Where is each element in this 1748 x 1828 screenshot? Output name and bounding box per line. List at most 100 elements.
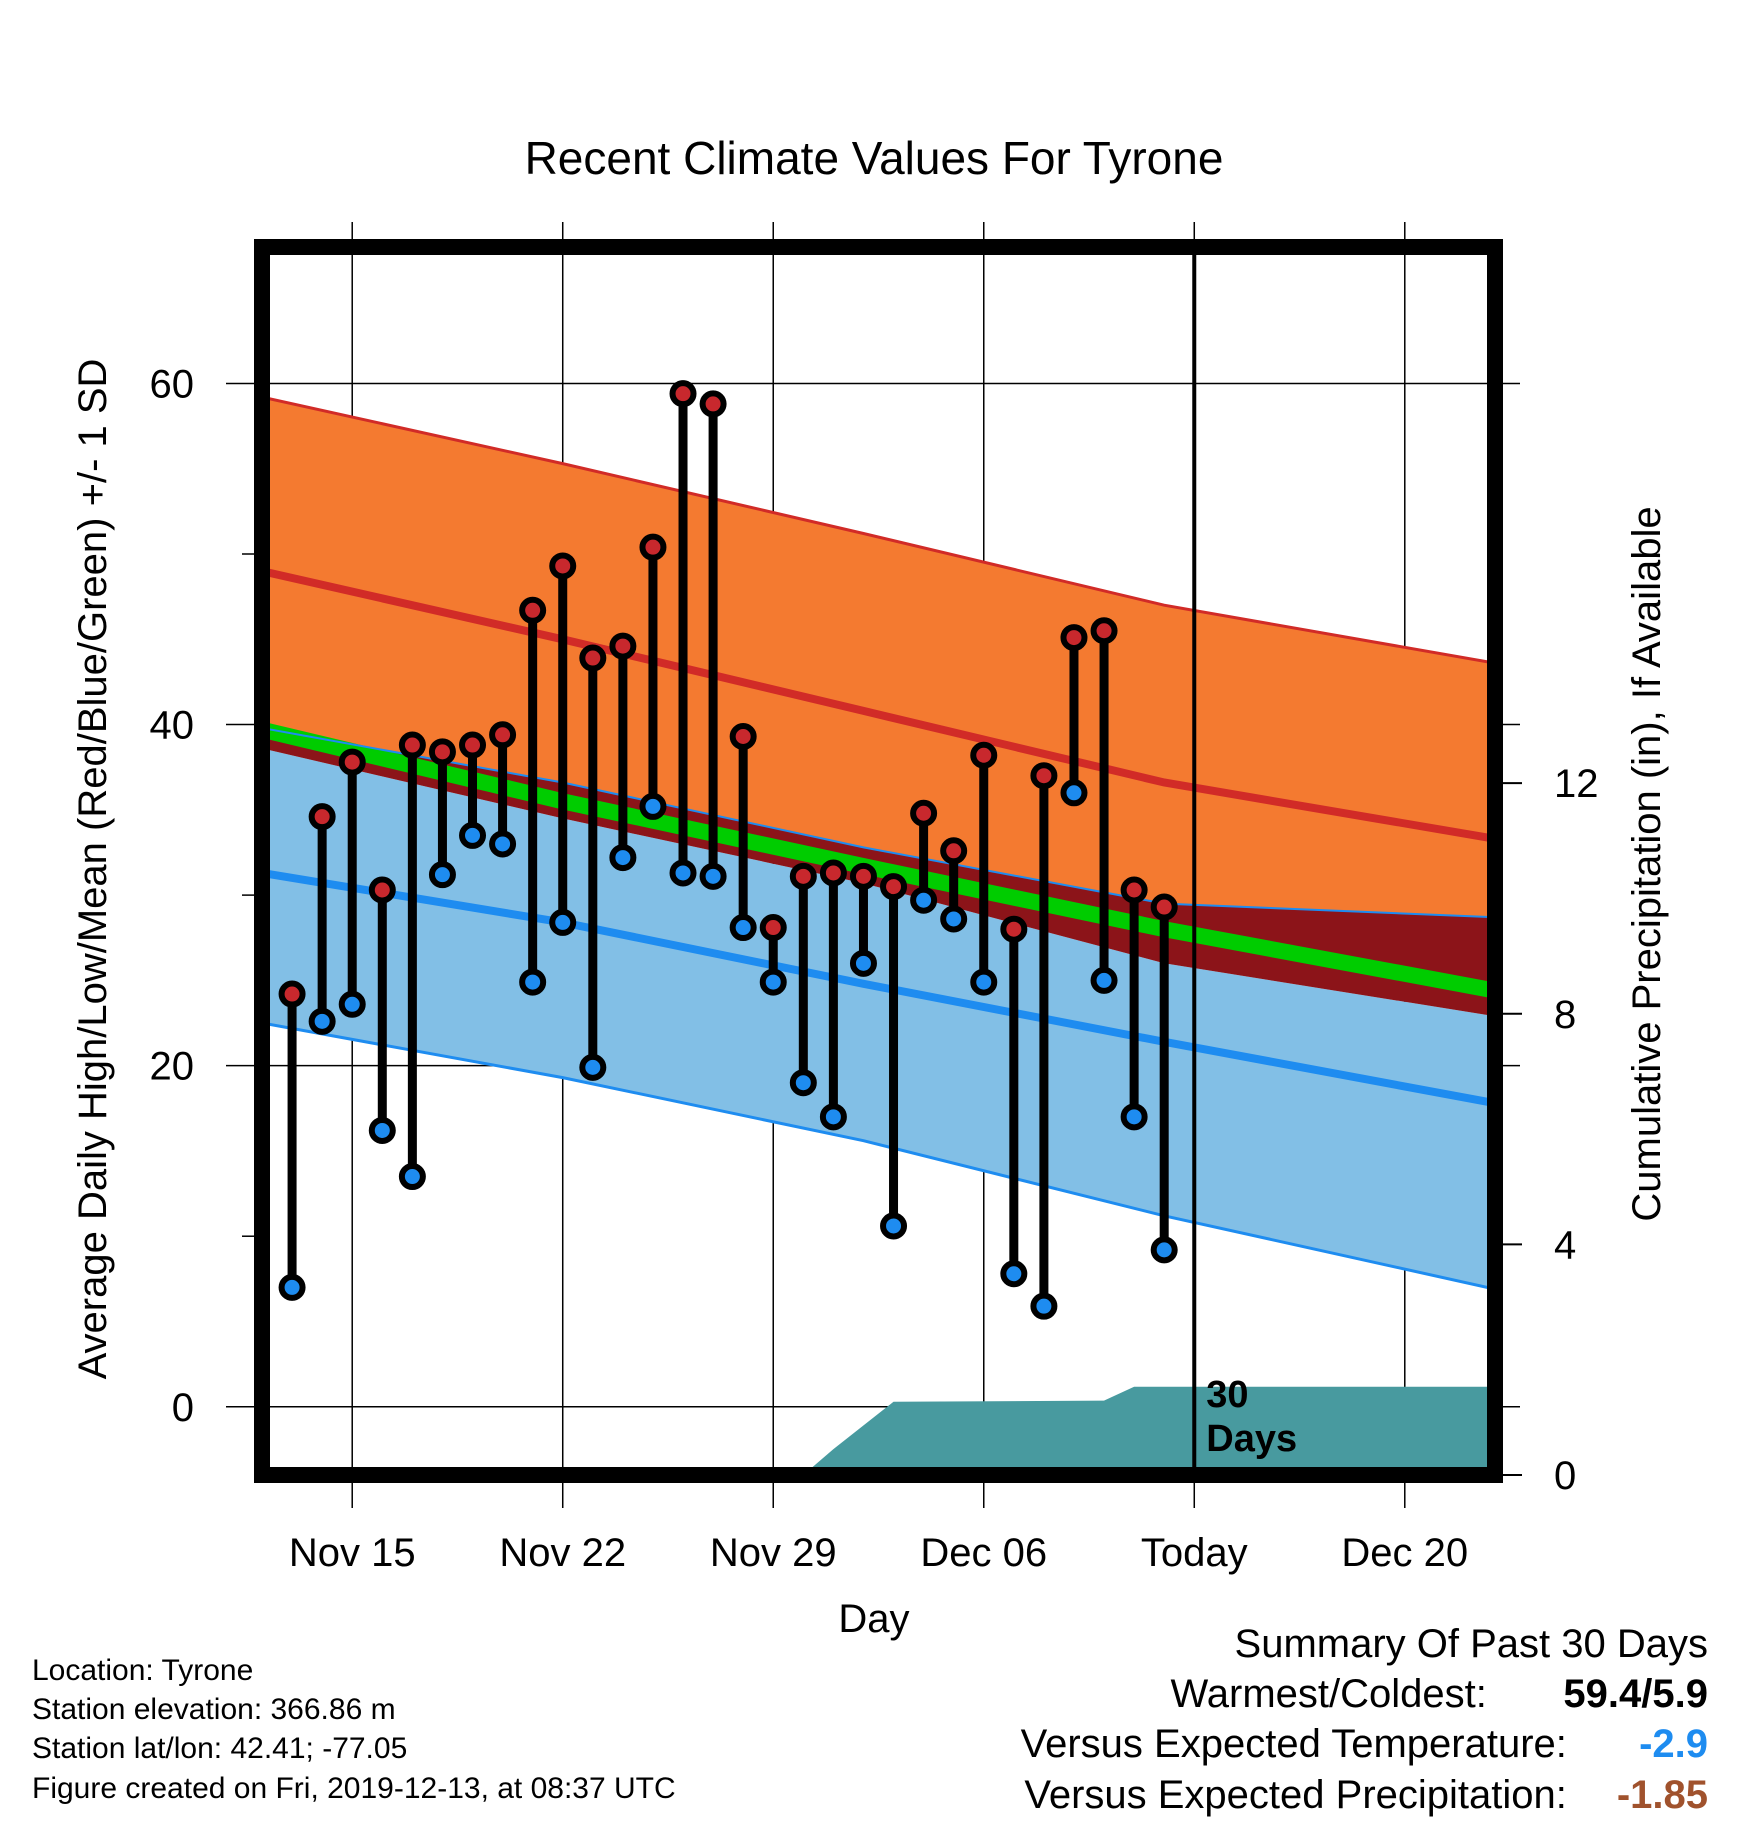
high-mean-line: [262, 567, 1495, 843]
high-temp-point: [1030, 762, 1058, 790]
low-temp-point: [579, 1053, 607, 1081]
summary-warmest-coldest: Warmest/Coldest: 59.4/5.9: [1171, 1672, 1709, 1716]
high-sd-upper-line: [262, 395, 1495, 665]
summary-precipitation: Versus Expected Precipitation: -1.85: [1024, 1773, 1708, 1817]
high-temp-point: [729, 722, 757, 750]
high-temp-point: [519, 596, 547, 624]
temperature-value: -2.9: [1639, 1722, 1708, 1766]
low-temp-point: [489, 830, 517, 858]
high-temp-point: [1090, 617, 1118, 645]
y2-tick-label: 0: [1554, 1454, 1576, 1498]
high-temp-point: [910, 799, 938, 827]
y-tick-label: 60: [150, 362, 195, 406]
x-tick-label: Dec 06: [920, 1531, 1047, 1575]
low-temp-point: [1150, 1236, 1178, 1264]
low-temp-point: [308, 1007, 336, 1035]
high-temp-point: [849, 862, 877, 890]
high-temp-point: [459, 731, 487, 759]
low-temp-point: [940, 905, 968, 933]
location-text: Location: Tyrone: [32, 1654, 254, 1687]
low-temp-point: [338, 990, 366, 1018]
summary-temperature: Versus Expected Temperature: -2.9: [1021, 1722, 1708, 1766]
high-temp-point: [1120, 876, 1148, 904]
low-temp-point: [669, 859, 697, 887]
low-temp-point: [819, 1103, 847, 1131]
low-temp-point: [428, 861, 456, 889]
normals-group: [262, 395, 1495, 1475]
low-temp-point: [398, 1163, 426, 1191]
high-temp-point: [819, 859, 847, 887]
high-temp-point: [789, 862, 817, 890]
low-temp-point: [729, 914, 757, 942]
y-tick-label: 20: [150, 1045, 195, 1089]
high-temp-point: [970, 741, 998, 769]
x-tick-label: Today: [1141, 1531, 1248, 1575]
low-temp-point: [1000, 1260, 1028, 1288]
precipitation-value: -1.85: [1616, 1773, 1708, 1817]
low-temp-point: [519, 968, 547, 996]
low-temp-point: [1030, 1292, 1058, 1320]
low-temp-point: [1120, 1103, 1148, 1131]
low-temp-point: [759, 968, 787, 996]
low-mean-line: [262, 868, 1495, 1108]
high-temp-point: [1150, 893, 1178, 921]
high-temp-point: [338, 748, 366, 776]
x-tick-label: Dec 20: [1341, 1531, 1468, 1575]
high-temp-point: [308, 803, 336, 831]
high-temp-point: [489, 721, 517, 749]
high-temp-point: [880, 873, 908, 901]
plot-frame: [254, 239, 1503, 1483]
high-temp-point: [669, 380, 697, 408]
y-tick-label: 40: [150, 704, 195, 748]
warmest-coldest-value: 59.4/5.9: [1563, 1672, 1708, 1716]
latlon-text: Station lat/lon: 42.41; -77.05: [32, 1732, 408, 1765]
low-sd-band: [262, 748, 1495, 1290]
summary-heading: Summary Of Past 30 Days: [1234, 1622, 1708, 1666]
high-temp-point: [1060, 624, 1088, 652]
elevation-text: Station elevation: 366.86 m: [32, 1693, 396, 1726]
high-temp-point: [639, 533, 667, 561]
high-temp-point: [368, 876, 396, 904]
high-temp-point: [549, 552, 577, 580]
low-temp-point: [789, 1069, 817, 1097]
low-sd-lower-line: [262, 1021, 1495, 1291]
high-temp-point: [398, 731, 426, 759]
high-temp-point: [278, 980, 306, 1008]
high-temp-point: [579, 644, 607, 672]
high-temp-point: [940, 837, 968, 865]
low-temp-point: [278, 1273, 306, 1301]
low-temp-point: [1060, 779, 1088, 807]
warmest-coldest-label: Warmest/Coldest:: [1170, 1672, 1487, 1716]
x-tick-label: Nov 22: [499, 1531, 626, 1575]
low-temp-point: [639, 792, 667, 820]
temperature-label: Versus Expected Temperature:: [1020, 1722, 1567, 1766]
y-tick-label: 0: [172, 1386, 194, 1430]
high-temp-point: [609, 632, 637, 660]
low-temp-point: [970, 968, 998, 996]
created-text: Figure created on Fri, 2019-12-13, at 08…: [32, 1772, 676, 1805]
chart-title: Recent Climate Values For Tyrone: [525, 132, 1224, 184]
low-temp-point: [699, 862, 727, 890]
low-temp-point: [910, 886, 938, 914]
low-temp-point: [849, 949, 877, 977]
high-sd-lower-line: [262, 727, 1495, 919]
y2-axis-label: Cumulative Precipitation (in), If Availa…: [1625, 506, 1669, 1221]
y2-tick-label: 12: [1554, 762, 1599, 806]
low-temp-point: [880, 1212, 908, 1240]
precipitation-label: Versus Expected Precipitation:: [1024, 1773, 1567, 1817]
high-temp-point: [699, 390, 727, 418]
x-tick-label: Nov 15: [289, 1531, 416, 1575]
precipitation-area: [262, 1386, 1495, 1475]
low-temp-point: [609, 844, 637, 872]
y2-tick-label: 4: [1554, 1223, 1576, 1267]
high-temp-point: [1000, 915, 1028, 943]
today-days-number: 30: [1206, 1374, 1248, 1416]
high-temp-point: [759, 914, 787, 942]
x-axis-label: Day: [838, 1597, 909, 1641]
today-days-word: Days: [1206, 1418, 1297, 1460]
low-temp-point: [368, 1116, 396, 1144]
y-axis-label: Average Daily High/Low/Mean (Red/Blue/Gr…: [71, 359, 115, 1380]
low-temp-point: [459, 821, 487, 849]
low-temp-point: [549, 908, 577, 936]
